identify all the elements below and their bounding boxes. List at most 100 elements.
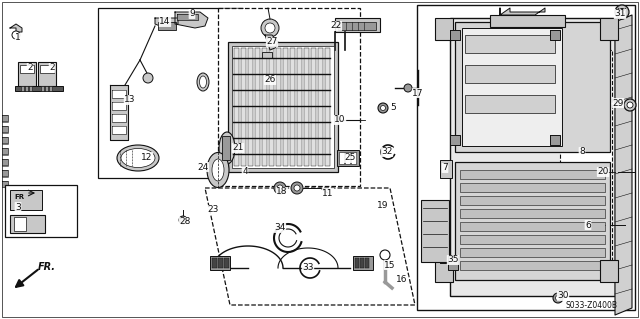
Text: 18: 18: [276, 188, 288, 197]
Text: 26: 26: [264, 76, 276, 85]
Polygon shape: [112, 102, 126, 110]
Bar: [38, 62, 56, 86]
Bar: [269, 48, 274, 166]
Circle shape: [404, 84, 412, 92]
Bar: [222, 136, 230, 160]
Text: 33: 33: [302, 263, 314, 272]
Polygon shape: [500, 8, 545, 15]
Bar: [29, 86, 32, 91]
Bar: [339, 152, 344, 164]
Polygon shape: [205, 188, 415, 305]
Bar: [465, 35, 555, 53]
Text: 7: 7: [442, 164, 448, 173]
Circle shape: [143, 73, 153, 83]
Bar: [455, 162, 610, 280]
Polygon shape: [265, 35, 278, 50]
Bar: [21, 86, 24, 91]
Ellipse shape: [207, 152, 229, 188]
Polygon shape: [2, 170, 8, 176]
Circle shape: [294, 185, 300, 191]
Bar: [10, 190, 42, 210]
Polygon shape: [177, 14, 198, 20]
Circle shape: [378, 103, 388, 113]
Bar: [41, 86, 44, 91]
Bar: [297, 48, 302, 166]
Bar: [98, 8, 243, 178]
Circle shape: [624, 99, 636, 111]
Circle shape: [380, 250, 390, 260]
Bar: [455, 22, 610, 152]
Text: 14: 14: [159, 18, 171, 26]
Bar: [234, 48, 239, 166]
Polygon shape: [2, 181, 8, 187]
Bar: [311, 48, 316, 166]
Text: 23: 23: [207, 205, 219, 214]
Polygon shape: [2, 115, 8, 121]
Circle shape: [381, 106, 385, 110]
Bar: [600, 260, 618, 282]
Bar: [335, 18, 380, 32]
Bar: [10, 215, 45, 233]
Circle shape: [261, 19, 279, 37]
Bar: [490, 15, 565, 27]
Polygon shape: [2, 148, 8, 154]
Bar: [460, 183, 605, 192]
Bar: [337, 150, 359, 166]
Polygon shape: [2, 126, 8, 132]
Circle shape: [274, 182, 286, 194]
Bar: [260, 58, 274, 66]
Bar: [276, 48, 281, 166]
Circle shape: [618, 9, 625, 16]
Bar: [360, 258, 364, 268]
Bar: [283, 48, 288, 166]
Text: 25: 25: [344, 153, 356, 162]
Bar: [232, 46, 334, 168]
Bar: [435, 18, 453, 40]
Text: 21: 21: [232, 144, 244, 152]
Bar: [460, 222, 605, 231]
Bar: [560, 50, 612, 270]
Circle shape: [291, 182, 303, 194]
Text: 2: 2: [27, 63, 33, 72]
Bar: [248, 48, 253, 166]
Text: 24: 24: [197, 162, 209, 172]
Polygon shape: [112, 90, 126, 98]
Circle shape: [556, 295, 561, 300]
Ellipse shape: [219, 132, 235, 164]
Text: 13: 13: [124, 95, 136, 105]
Text: S033-Z0400B: S033-Z0400B: [565, 300, 617, 309]
Circle shape: [12, 31, 20, 39]
Text: FR: FR: [14, 194, 24, 200]
Text: 19: 19: [377, 201, 388, 210]
Text: 15: 15: [384, 261, 396, 270]
Text: 20: 20: [597, 167, 609, 176]
Bar: [218, 258, 223, 268]
Circle shape: [627, 102, 633, 108]
Bar: [212, 258, 217, 268]
Text: 17: 17: [412, 88, 424, 98]
Bar: [365, 258, 369, 268]
Polygon shape: [550, 30, 560, 40]
Bar: [460, 235, 605, 244]
Bar: [14, 217, 26, 231]
Bar: [448, 256, 458, 270]
Bar: [262, 48, 267, 166]
Text: FR.: FR.: [38, 262, 56, 272]
Text: 32: 32: [381, 147, 393, 157]
Polygon shape: [615, 15, 632, 315]
Bar: [15, 86, 63, 91]
Bar: [440, 160, 452, 178]
Polygon shape: [112, 114, 126, 122]
Polygon shape: [450, 135, 460, 145]
Bar: [460, 248, 605, 257]
Polygon shape: [450, 30, 460, 40]
Polygon shape: [2, 137, 8, 143]
Text: 30: 30: [557, 292, 569, 300]
Bar: [462, 28, 562, 146]
Polygon shape: [550, 135, 560, 145]
Bar: [353, 256, 373, 270]
Bar: [304, 48, 309, 166]
Polygon shape: [2, 159, 8, 165]
Bar: [49, 86, 52, 91]
Bar: [417, 5, 635, 310]
